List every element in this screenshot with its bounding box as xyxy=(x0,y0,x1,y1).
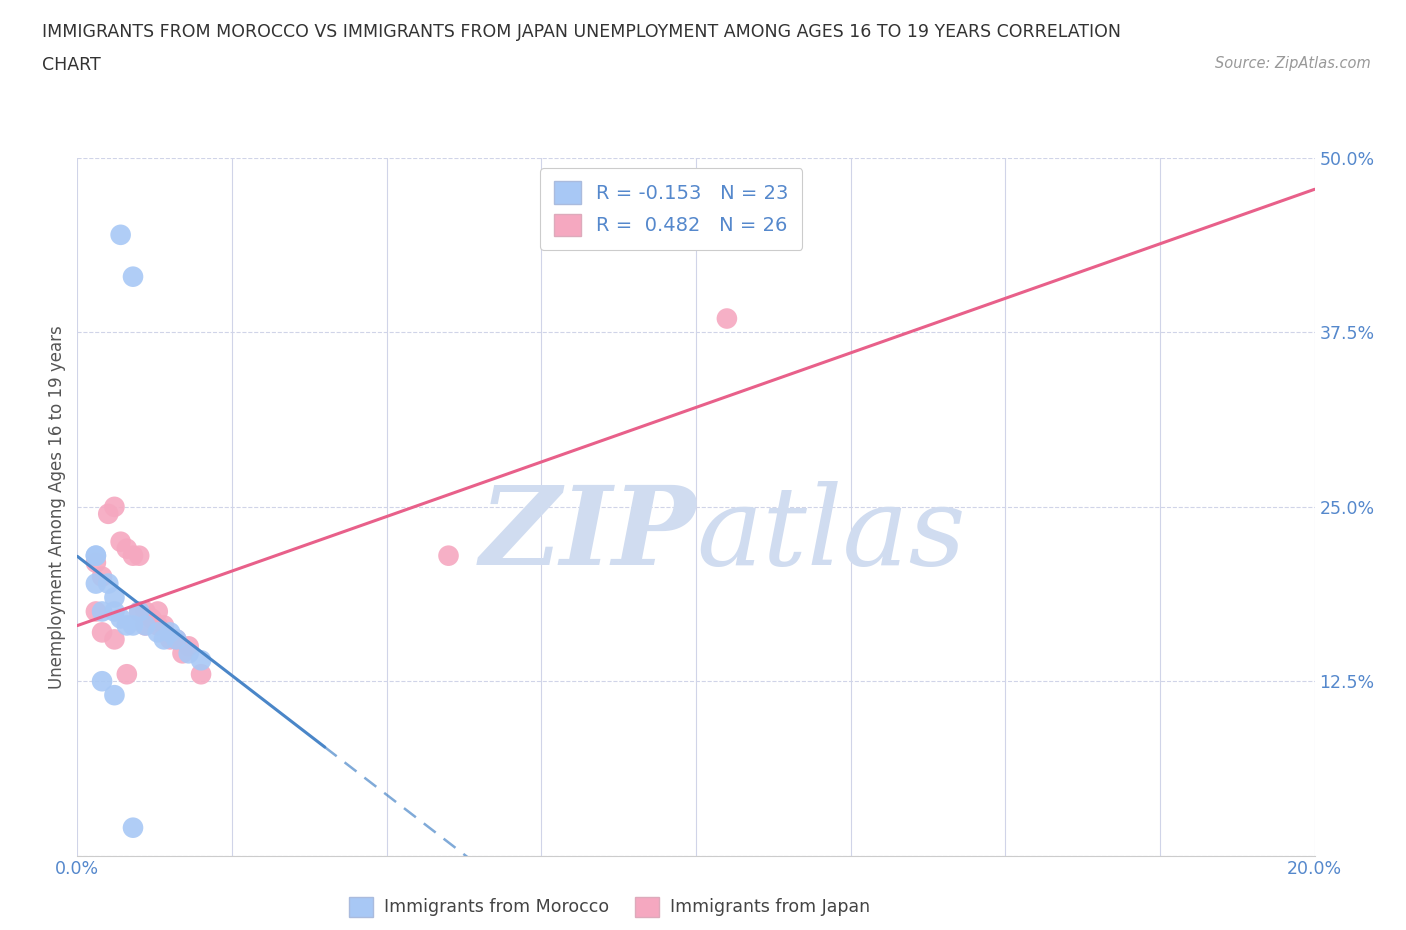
Point xyxy=(172,646,194,661)
Text: ZIP: ZIP xyxy=(479,481,696,589)
Point xyxy=(122,618,145,633)
Point xyxy=(177,646,200,661)
Point xyxy=(91,673,114,688)
Text: IMMIGRANTS FROM MOROCCO VS IMMIGRANTS FROM JAPAN UNEMPLOYMENT AMONG AGES 16 TO 1: IMMIGRANTS FROM MOROCCO VS IMMIGRANTS FR… xyxy=(42,23,1121,41)
Text: atlas: atlas xyxy=(696,481,966,589)
Point xyxy=(128,604,150,619)
Point xyxy=(177,639,200,654)
Point xyxy=(110,611,132,626)
Point xyxy=(128,549,150,564)
Point xyxy=(122,549,145,564)
Point xyxy=(190,653,212,668)
Point xyxy=(84,549,107,564)
Point xyxy=(146,625,169,640)
Point xyxy=(134,604,156,619)
Point xyxy=(103,604,125,619)
Point xyxy=(159,632,181,647)
Point xyxy=(97,576,120,591)
Point xyxy=(122,820,145,835)
Point xyxy=(141,611,163,626)
Text: Source: ZipAtlas.com: Source: ZipAtlas.com xyxy=(1215,56,1371,71)
Point xyxy=(91,625,114,640)
Point xyxy=(91,569,114,584)
Point xyxy=(103,499,125,514)
Point xyxy=(103,591,125,605)
Point xyxy=(153,618,176,633)
Point xyxy=(716,312,738,326)
Point xyxy=(84,576,107,591)
Point xyxy=(159,625,181,640)
Point xyxy=(110,534,132,549)
Legend: Immigrants from Morocco, Immigrants from Japan: Immigrants from Morocco, Immigrants from… xyxy=(342,890,877,923)
Y-axis label: Unemployment Among Ages 16 to 19 years: Unemployment Among Ages 16 to 19 years xyxy=(48,325,66,689)
Point xyxy=(84,604,107,619)
Point xyxy=(122,270,145,285)
Point xyxy=(128,604,150,619)
Point xyxy=(97,506,120,521)
Point xyxy=(84,555,107,570)
Point xyxy=(115,618,138,633)
Point xyxy=(146,604,169,619)
Point xyxy=(165,632,187,647)
Point xyxy=(134,618,156,633)
Point xyxy=(103,688,125,703)
Point xyxy=(190,667,212,682)
Point xyxy=(115,541,138,556)
Point xyxy=(437,549,460,564)
Point xyxy=(110,228,132,243)
Point xyxy=(84,549,107,564)
Text: CHART: CHART xyxy=(42,56,101,73)
Point xyxy=(115,667,138,682)
Point xyxy=(103,632,125,647)
Point xyxy=(153,632,176,647)
Point xyxy=(165,632,187,647)
Point xyxy=(146,618,169,633)
Point xyxy=(134,618,156,633)
Point xyxy=(91,604,114,619)
